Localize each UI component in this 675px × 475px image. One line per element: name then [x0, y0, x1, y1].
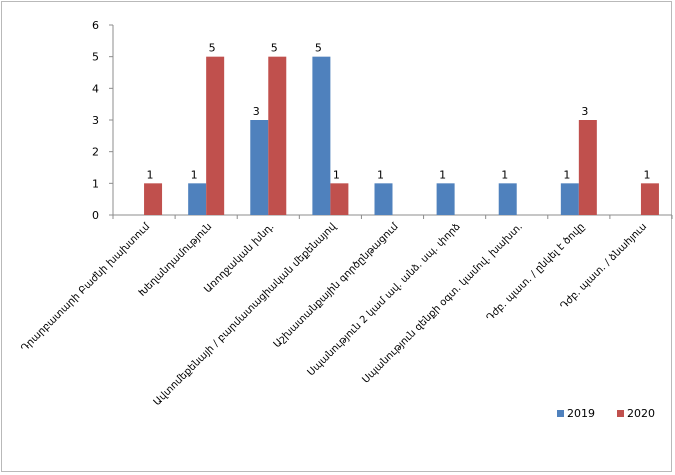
bar-2020-1 [206, 56, 225, 215]
legend-label-2020: 2020 [627, 407, 655, 420]
x-axis-category-labels: Դրարբատարի Բաժնի խախտումԽեղանդամությունԱ… [19, 221, 649, 408]
data-label-2019-6: 1 [501, 168, 508, 181]
bar-2019-7 [560, 183, 579, 215]
bar-2020-2 [268, 56, 287, 215]
legend: 2019 2020 [557, 407, 655, 420]
bar-2019-3 [312, 56, 331, 215]
category-label-4: Աշխատանքային գործընթացում [272, 221, 401, 350]
y-tick-label: 4 [92, 82, 99, 95]
category-label-7: Դժբ. պատ. / ընկել է ծովը [485, 221, 587, 323]
data-label-2020-1: 5 [209, 42, 216, 55]
y-axis-ticks: 0 1 2 3 4 5 6 [92, 19, 113, 222]
data-label-2020-0: 1 [147, 168, 154, 181]
y-tick-label: 3 [92, 114, 99, 127]
data-label-2019-5: 1 [439, 168, 446, 181]
data-label-2019-3: 5 [315, 42, 322, 55]
legend-swatch-2019 [557, 410, 564, 417]
y-tick-label: 5 [92, 51, 99, 64]
data-labels: 1 3 5 1 1 1 1 1 5 5 1 3 1 [147, 42, 651, 182]
bar-2020-0 [144, 183, 163, 215]
y-tick-label: 1 [92, 177, 99, 190]
data-label-2020-8: 1 [643, 168, 650, 181]
legend-swatch-2020 [617, 410, 624, 417]
legend-label-2019: 2019 [567, 407, 595, 420]
data-label-2020-2: 5 [271, 42, 278, 55]
bar-2019-5 [436, 183, 455, 215]
category-label-0: Դրարբատարի Բաժնի խախտում [19, 221, 152, 354]
data-label-2019-7: 1 [563, 168, 570, 181]
data-label-2020-7: 3 [581, 105, 588, 118]
y-tick-label: 0 [92, 209, 99, 222]
data-label-2019-2: 3 [253, 105, 260, 118]
chart-bars [144, 56, 659, 215]
data-label-2019-1: 1 [191, 168, 198, 181]
y-tick-label: 6 [92, 19, 99, 32]
data-label-2020-3: 1 [333, 168, 340, 181]
bar-2019-1 [188, 183, 207, 215]
y-tick-label: 2 [92, 146, 99, 159]
category-label-2: Առողջական խնդ. [202, 221, 276, 295]
bar-2019-2 [250, 120, 269, 215]
bar-2019-4 [374, 183, 393, 215]
data-label-2019-4: 1 [377, 168, 384, 181]
bar-2020-8 [640, 183, 659, 215]
bar-2020-7 [578, 120, 597, 215]
bar-2020-3 [330, 183, 349, 215]
bar-2019-6 [498, 183, 517, 215]
